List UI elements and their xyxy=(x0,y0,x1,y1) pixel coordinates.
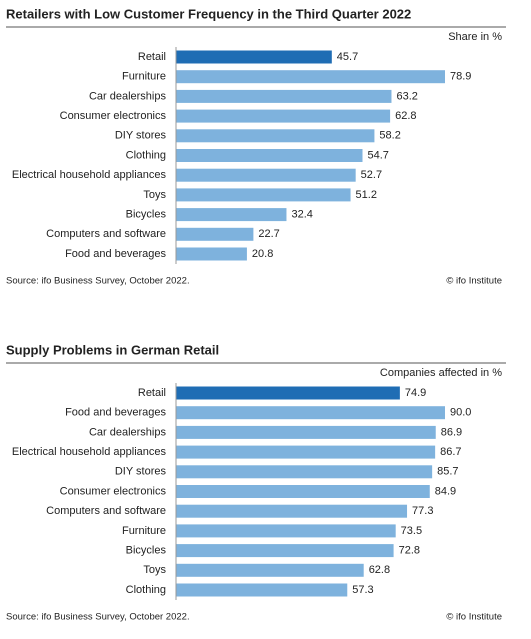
value-label: 85.7 xyxy=(437,466,458,478)
unit-label: Companies affected in % xyxy=(380,367,502,379)
category-label: Bicycles xyxy=(126,545,167,557)
bar xyxy=(176,109,391,123)
unit-label: Share in % xyxy=(448,31,502,43)
value-label: 77.3 xyxy=(412,505,433,517)
value-label: 62.8 xyxy=(369,564,390,576)
category-label: Retail xyxy=(138,387,166,399)
chart-title: Retailers with Low Customer Frequency in… xyxy=(6,6,411,21)
value-label: 22.7 xyxy=(258,228,279,240)
category-label: Consumer electronics xyxy=(60,485,167,497)
bar xyxy=(176,247,247,261)
category-label: Computers and software xyxy=(46,228,166,240)
category-label: Electrical household appliances xyxy=(12,169,167,181)
category-label: Furniture xyxy=(122,71,166,83)
bar xyxy=(176,188,351,202)
category-label: Retail xyxy=(138,51,166,63)
bar xyxy=(176,544,394,558)
category-label: Toys xyxy=(143,564,166,576)
bar xyxy=(176,227,254,241)
value-label: 54.7 xyxy=(367,149,388,161)
value-label: 74.9 xyxy=(405,387,426,399)
value-label: 45.7 xyxy=(337,51,358,63)
bar xyxy=(176,504,408,518)
credit: © ifo Institute xyxy=(446,276,502,287)
category-label: Bicycles xyxy=(126,209,167,221)
bar xyxy=(176,386,400,400)
value-label: 84.9 xyxy=(435,485,456,497)
bar xyxy=(176,208,287,222)
bar xyxy=(176,129,375,143)
chart-title: Supply Problems in German Retail xyxy=(6,342,219,357)
bar xyxy=(176,524,396,538)
value-label: 86.9 xyxy=(441,426,462,438)
bar xyxy=(176,445,436,459)
category-label: Furniture xyxy=(122,525,166,537)
category-label: Consumer electronics xyxy=(60,110,167,122)
bar xyxy=(176,465,433,479)
category-label: Clothing xyxy=(126,584,166,596)
value-label: 20.8 xyxy=(252,248,273,260)
category-label: DIY stores xyxy=(115,466,167,478)
value-label: 51.2 xyxy=(356,189,377,201)
value-label: 62.8 xyxy=(395,110,416,122)
value-label: 58.2 xyxy=(379,130,400,142)
bar xyxy=(176,149,363,162)
credit: © ifo Institute xyxy=(446,612,502,623)
bar xyxy=(176,563,364,577)
category-label: Car dealerships xyxy=(89,426,167,438)
bar xyxy=(176,70,445,84)
value-label: 57.3 xyxy=(352,584,373,596)
value-label: 52.7 xyxy=(361,169,382,181)
source: Source: ifo Business Survey, October 202… xyxy=(6,276,190,287)
category-label: Computers and software xyxy=(46,505,166,517)
value-label: 72.8 xyxy=(399,545,420,557)
source: Source: ifo Business Survey, October 202… xyxy=(6,612,190,623)
category-label: Toys xyxy=(143,189,166,201)
bar xyxy=(176,425,436,439)
bar xyxy=(176,406,445,420)
value-label: 63.2 xyxy=(396,90,417,102)
value-label: 90.0 xyxy=(450,407,471,419)
bar xyxy=(176,583,348,597)
bar xyxy=(176,50,332,64)
bar xyxy=(176,485,430,498)
value-label: 86.7 xyxy=(440,446,461,458)
category-label: DIY stores xyxy=(115,130,167,142)
category-label: Electrical household appliances xyxy=(12,446,167,458)
bar xyxy=(176,89,392,103)
value-label: 32.4 xyxy=(291,209,312,221)
category-label: Car dealerships xyxy=(89,90,167,102)
category-label: Food and beverages xyxy=(65,248,166,260)
bar xyxy=(176,168,356,182)
value-label: 73.5 xyxy=(401,525,422,537)
category-label: Clothing xyxy=(126,149,166,161)
category-label: Food and beverages xyxy=(65,407,166,419)
value-label: 78.9 xyxy=(450,71,471,83)
